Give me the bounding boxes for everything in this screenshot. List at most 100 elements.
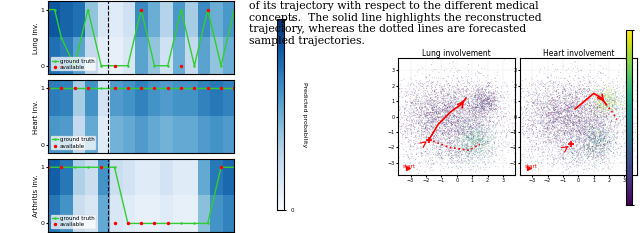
Point (598, 139, 609, 143)
Point (560, 147, 570, 151)
Point (548, 133, 559, 137)
Point (591, 94, 601, 98)
Point (468, 142, 479, 146)
Point (479, 106, 490, 109)
Point (462, 89, 472, 93)
Point (454, 154, 464, 158)
Point (585, 133, 595, 136)
Point (456, 88, 467, 92)
Point (468, 121, 479, 125)
Point (586, 108, 596, 112)
Point (605, 109, 616, 113)
Point (569, 85, 579, 88)
Point (431, 145, 442, 149)
Point (554, 110, 564, 113)
Point (623, 82, 633, 86)
Point (533, 106, 543, 109)
Point (422, 114, 432, 118)
Point (458, 168, 468, 172)
Point (607, 115, 617, 118)
Point (472, 144, 482, 147)
Point (396, 130, 406, 134)
Point (563, 116, 573, 120)
Point (445, 97, 456, 101)
Point (549, 69, 559, 73)
Point (446, 95, 456, 99)
Point (564, 141, 574, 145)
Point (557, 82, 567, 85)
Point (592, 122, 602, 126)
Point (445, 104, 456, 108)
Point (564, 117, 575, 121)
Point (471, 116, 481, 120)
Point (480, 149, 490, 152)
Point (564, 177, 574, 181)
Point (524, 94, 534, 98)
Point (450, 150, 460, 154)
Point (466, 157, 476, 161)
Point (505, 121, 515, 125)
Point (561, 110, 571, 113)
Point (484, 84, 494, 88)
Point (521, 111, 531, 115)
Point (529, 100, 540, 104)
Point (585, 80, 595, 84)
Point (411, 122, 421, 126)
Point (602, 95, 612, 99)
Point (479, 156, 490, 159)
Point (417, 120, 427, 124)
Point (420, 123, 431, 127)
Point (477, 97, 487, 101)
Point (442, 97, 452, 101)
Point (562, 109, 572, 113)
Point (575, 130, 585, 134)
Point (481, 151, 491, 154)
Point (456, 91, 467, 95)
Point (565, 134, 575, 138)
Point (480, 99, 490, 103)
Point (554, 157, 564, 160)
Point (461, 149, 472, 153)
Point (412, 99, 422, 103)
Point (379, 84, 389, 87)
Point (584, 89, 595, 93)
Point (532, 98, 543, 102)
Point (467, 119, 477, 123)
Point (583, 116, 593, 120)
Point (449, 107, 460, 110)
Point (451, 152, 461, 156)
Point (590, 116, 600, 120)
Point (420, 98, 431, 101)
Point (488, 116, 498, 119)
Point (456, 123, 466, 127)
Point (600, 161, 610, 165)
Point (432, 153, 442, 157)
Point (543, 116, 554, 120)
Point (371, 68, 381, 71)
Point (446, 101, 456, 104)
Point (383, 70, 393, 74)
Point (489, 135, 499, 139)
Point (449, 59, 459, 63)
Point (561, 125, 572, 128)
Point (581, 131, 591, 135)
Point (431, 108, 441, 112)
Point (362, 127, 372, 130)
Point (567, 83, 577, 87)
Point (567, 104, 577, 108)
Point (419, 127, 429, 130)
Point (531, 93, 541, 97)
Point (428, 123, 438, 127)
Point (448, 153, 458, 157)
Point (460, 144, 470, 148)
Point (585, 123, 595, 127)
Point (599, 153, 609, 157)
Point (546, 99, 556, 103)
Point (480, 115, 490, 119)
Point (600, 111, 610, 115)
Point (453, 119, 463, 123)
Point (591, 88, 602, 91)
Point (515, 90, 525, 94)
Point (588, 145, 598, 148)
Point (520, 124, 530, 128)
